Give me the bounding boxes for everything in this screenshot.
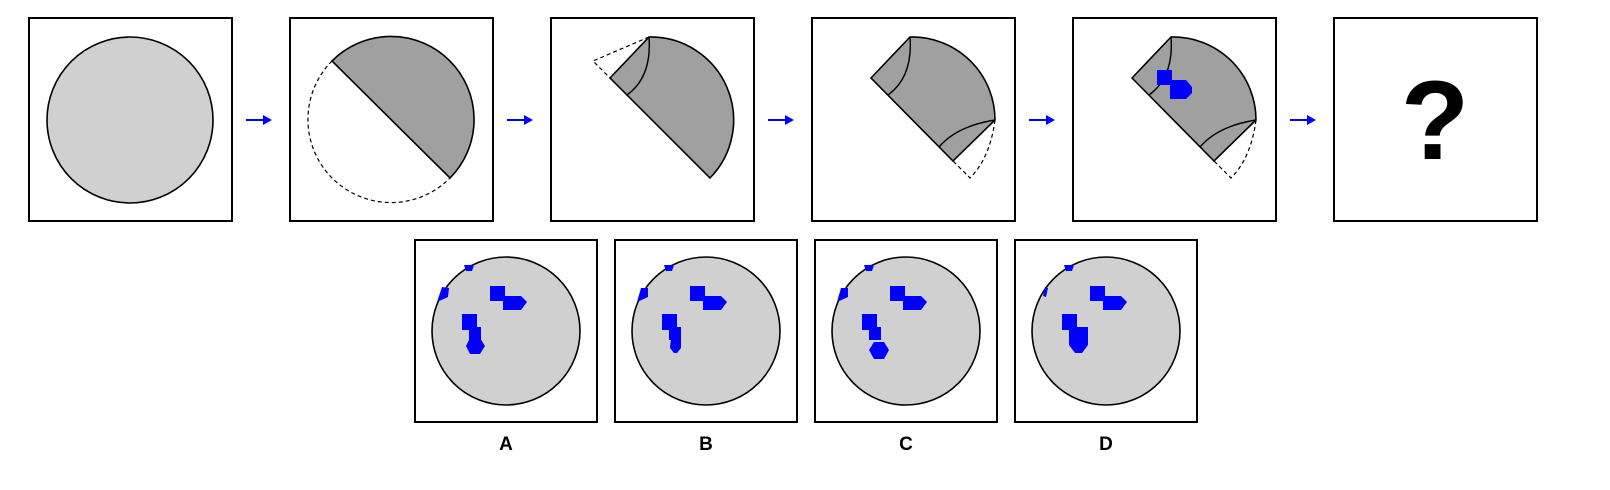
hole-pattern bbox=[837, 265, 927, 359]
option-label: C bbox=[899, 434, 913, 455]
arrow-5 bbox=[1290, 115, 1316, 125]
option-c[interactable]: C bbox=[814, 239, 998, 455]
folded-away-outline bbox=[307, 60, 451, 204]
paper-circle bbox=[46, 36, 214, 204]
fold-crease-upper bbox=[887, 36, 912, 96]
arrow-1 bbox=[246, 115, 272, 125]
fold-crease-lower bbox=[938, 119, 996, 148]
folded-shape bbox=[608, 36, 735, 180]
question-mark: ? bbox=[1401, 58, 1469, 183]
folded-tip-outline bbox=[1213, 119, 1257, 179]
option-label: A bbox=[499, 434, 513, 455]
step-3-panel bbox=[550, 17, 755, 222]
option-label: D bbox=[1099, 434, 1113, 455]
folded-shape bbox=[869, 36, 996, 163]
hole-pattern bbox=[1043, 265, 1127, 353]
option-d[interactable]: D bbox=[1014, 239, 1198, 455]
folded-tip-outline bbox=[952, 119, 996, 179]
option-b[interactable]: B bbox=[614, 239, 798, 455]
option-a[interactable]: A bbox=[414, 239, 598, 455]
arrow-4 bbox=[1029, 115, 1055, 125]
fold-crease bbox=[626, 36, 651, 96]
arrow-3 bbox=[768, 115, 794, 125]
arrow-2 bbox=[507, 115, 533, 125]
option-label: B bbox=[699, 434, 713, 455]
step-5-panel bbox=[1072, 17, 1277, 222]
step-4-panel bbox=[811, 17, 1016, 222]
folded-half bbox=[330, 35, 475, 180]
answer-panel: ? bbox=[1333, 17, 1538, 222]
fold-crease-lower bbox=[1199, 119, 1257, 148]
punched-hole bbox=[1157, 70, 1192, 99]
hole-pattern bbox=[637, 265, 727, 353]
folded-shape bbox=[1130, 36, 1257, 163]
step-1-panel bbox=[28, 17, 233, 222]
step-2-panel bbox=[289, 17, 494, 222]
hole-pattern bbox=[437, 265, 527, 354]
